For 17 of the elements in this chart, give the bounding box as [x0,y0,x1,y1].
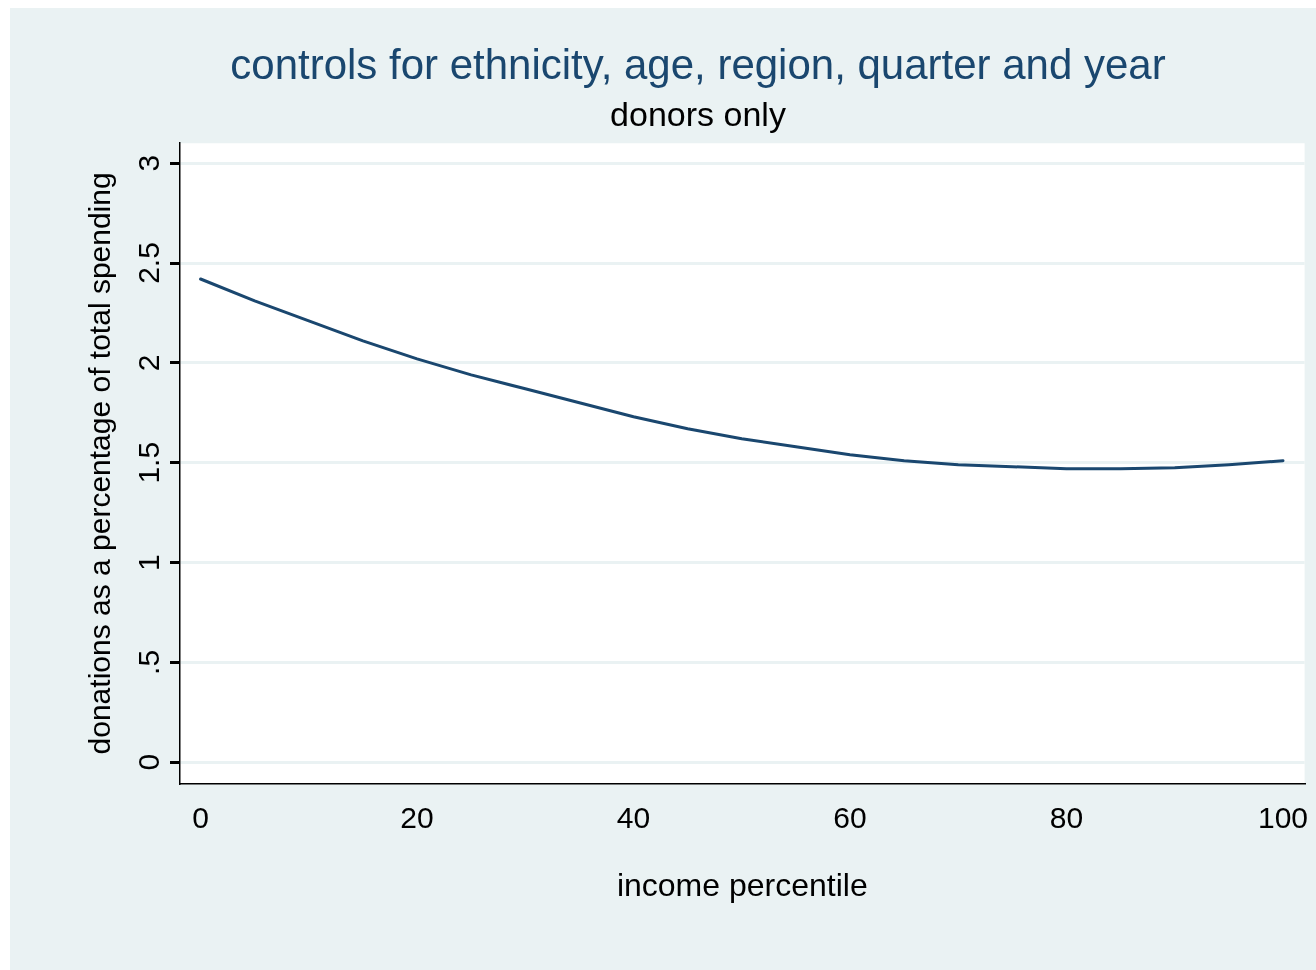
x-tick-label: 0 [192,800,209,834]
x-tick-label: 80 [1049,800,1084,834]
x-axis-title: income percentile [616,866,868,903]
y-tick-label: 3 [132,154,166,172]
y-tick-label: 2 [132,354,166,372]
y-tick-label: 0 [132,753,166,771]
x-tick-label: 60 [833,800,867,834]
chart-subtitle: donors only [610,95,786,134]
x-tick-label: 100 [1257,800,1308,834]
y-axis-title: donations as a percentage of total spending [83,172,117,755]
y-tick-label: 1 [132,554,166,571]
x-tick-label: 20 [400,800,434,834]
chart-title: controls for ethnicity, age, region, quarter and year [230,40,1166,88]
y-tick-label: 2.5 [132,242,166,284]
x-tick-label: 40 [616,800,651,834]
y-tick-label: .5 [132,649,166,675]
y-tick-label: 1.5 [132,441,166,484]
